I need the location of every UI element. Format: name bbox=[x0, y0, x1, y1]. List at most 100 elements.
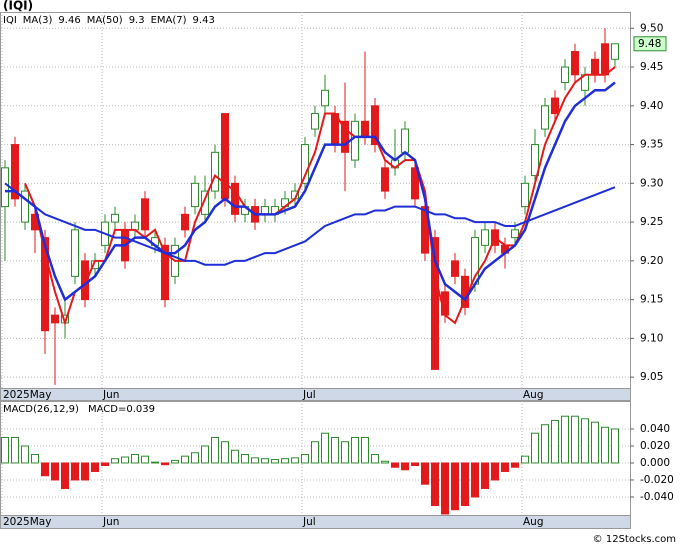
candle-body bbox=[611, 43, 619, 60]
macd-bar bbox=[471, 462, 479, 498]
date-band bbox=[0, 388, 631, 401]
macd-bar bbox=[291, 457, 299, 464]
candle-body bbox=[51, 314, 59, 324]
candle-body bbox=[361, 120, 369, 138]
legend-text: IQI bbox=[3, 15, 17, 26]
x-tick-label: Jun bbox=[102, 389, 119, 401]
x-tick-label: Aug bbox=[523, 389, 544, 401]
macd-bar bbox=[161, 462, 169, 466]
macd-bar bbox=[481, 462, 489, 489]
macd-bar bbox=[101, 462, 109, 467]
macd-bar bbox=[11, 436, 19, 464]
macd-bar bbox=[111, 458, 119, 464]
y-tick-label: 9.45 bbox=[640, 61, 663, 73]
macd-bar bbox=[571, 415, 579, 464]
ma-line bbox=[5, 81, 616, 302]
legend-text: 9.3 bbox=[129, 15, 145, 26]
macd-bar bbox=[301, 453, 309, 464]
y-tick-label: 9.20 bbox=[640, 255, 663, 267]
price-tag bbox=[633, 36, 667, 52]
candle-body bbox=[211, 151, 219, 192]
candle-body bbox=[201, 190, 209, 215]
y-tick-label: 0.020 bbox=[640, 440, 670, 452]
candle-body bbox=[181, 213, 189, 231]
macd-bar bbox=[21, 445, 29, 464]
macd-bar bbox=[401, 462, 409, 471]
candle-body bbox=[371, 105, 379, 146]
macd-bar bbox=[391, 462, 399, 468]
candle-body bbox=[311, 113, 319, 130]
candle-body bbox=[521, 182, 529, 208]
macd-value: MACD=0.039 bbox=[88, 404, 155, 415]
x-tick-label: Aug bbox=[523, 516, 544, 528]
legend-text: 9.43 bbox=[193, 15, 215, 26]
chart-title: (IQI) bbox=[3, 0, 33, 13]
macd-bar bbox=[591, 421, 599, 464]
macd-bar bbox=[521, 455, 529, 464]
macd-bar bbox=[541, 424, 549, 464]
macd-bar bbox=[311, 441, 319, 464]
candle-body bbox=[431, 237, 439, 370]
legend-text: EMA(7) bbox=[151, 15, 187, 26]
candle-body bbox=[341, 120, 349, 153]
macd-bar bbox=[121, 456, 129, 464]
candle-body bbox=[601, 43, 609, 76]
y-tick-label: 0.000 bbox=[640, 457, 670, 469]
x-tick-label: Jun bbox=[102, 516, 119, 528]
candle-body bbox=[41, 237, 49, 332]
candle-body bbox=[551, 97, 559, 115]
macd-bar bbox=[51, 462, 59, 481]
candle-body bbox=[531, 144, 539, 177]
macd-bar bbox=[131, 453, 139, 464]
macd-bar bbox=[61, 462, 69, 489]
y-tick-label: 9.15 bbox=[640, 294, 663, 306]
y-tick-label: 9.05 bbox=[640, 371, 663, 383]
macd-bar bbox=[261, 458, 269, 464]
macd-bar bbox=[551, 419, 559, 464]
macd-bar bbox=[501, 462, 509, 472]
y-tick-label: -0.040 bbox=[640, 491, 674, 503]
candle-body bbox=[141, 198, 149, 231]
macd-bar bbox=[81, 462, 89, 481]
macd-bar bbox=[151, 461, 159, 464]
macd-bar bbox=[581, 418, 589, 464]
macd-bar bbox=[421, 462, 429, 485]
macd-bar bbox=[321, 432, 329, 464]
y-tick-label: 9.25 bbox=[640, 216, 663, 228]
macd-bar bbox=[41, 462, 49, 477]
footer: © 12Stocks.com bbox=[593, 534, 676, 545]
candle-body bbox=[381, 167, 389, 192]
candle-body bbox=[541, 105, 549, 130]
candle-body bbox=[161, 244, 169, 301]
candle-body bbox=[351, 120, 359, 161]
macd-bar bbox=[411, 462, 419, 467]
macd-bar bbox=[371, 453, 379, 464]
candle-body bbox=[301, 144, 309, 184]
macd-bar bbox=[31, 453, 39, 464]
candle-body bbox=[11, 144, 19, 200]
candle-body bbox=[411, 167, 419, 200]
macd-bar bbox=[491, 462, 499, 481]
legend-text: MA(3) bbox=[23, 15, 53, 26]
macd-bar bbox=[531, 432, 539, 464]
y-tick-label: 9.40 bbox=[640, 100, 663, 112]
macd-bar bbox=[441, 462, 449, 515]
macd-bar bbox=[271, 459, 279, 464]
y-tick-label: 0.040 bbox=[640, 423, 670, 435]
candle-body bbox=[111, 213, 119, 223]
macd-bar bbox=[601, 426, 609, 464]
macd-bar bbox=[191, 452, 199, 464]
candle-body bbox=[511, 229, 519, 239]
macd-bar bbox=[341, 441, 349, 464]
macd-bar bbox=[201, 445, 209, 464]
candle-body bbox=[191, 182, 199, 208]
y-tick-label: 9.35 bbox=[640, 139, 663, 151]
macd-bar bbox=[281, 458, 289, 464]
x-tick-label: Jul bbox=[302, 389, 316, 401]
macd-bar bbox=[141, 455, 149, 464]
legend-text: MA(50) bbox=[87, 15, 123, 26]
ma-line bbox=[4, 182, 616, 266]
macd-bar bbox=[431, 462, 439, 506]
macd-bar bbox=[351, 436, 359, 464]
candle-body bbox=[21, 190, 29, 223]
